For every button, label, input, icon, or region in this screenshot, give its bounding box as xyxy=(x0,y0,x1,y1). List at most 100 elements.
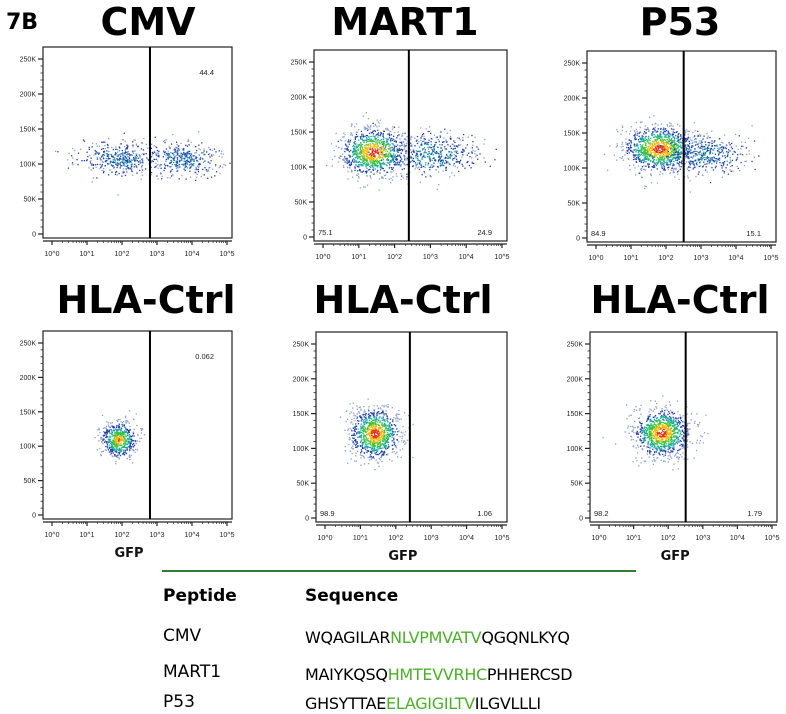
event-dot xyxy=(136,440,138,442)
event-dot xyxy=(635,148,637,151)
event-dot xyxy=(434,142,437,144)
event-dot xyxy=(350,164,353,166)
event-dot xyxy=(140,428,143,430)
event-dot xyxy=(344,429,346,431)
event-dot xyxy=(657,136,660,138)
event-dot xyxy=(664,130,666,133)
event-dot xyxy=(361,171,363,173)
event-dot xyxy=(363,156,365,158)
event-dot xyxy=(369,148,372,150)
event-dot xyxy=(183,168,185,170)
event-dot xyxy=(384,446,386,449)
event-dot xyxy=(364,127,366,130)
event-dot xyxy=(127,438,129,440)
event-dot xyxy=(116,166,118,169)
event-dot xyxy=(721,176,723,178)
event-dot xyxy=(462,165,464,167)
event-dot xyxy=(126,153,129,155)
event-dot xyxy=(202,161,205,163)
event-dot xyxy=(658,142,660,145)
event-dot xyxy=(133,139,135,141)
event-dot xyxy=(103,151,105,153)
event-dot xyxy=(652,166,654,168)
event-dot xyxy=(646,153,648,155)
event-dot xyxy=(160,164,162,166)
event-dot xyxy=(386,159,388,161)
event-dot xyxy=(654,146,657,148)
event-dot xyxy=(339,157,341,159)
event-dot xyxy=(393,149,395,151)
event-dot xyxy=(641,135,643,137)
event-dot xyxy=(358,149,360,151)
event-dot xyxy=(365,148,367,150)
event-dot xyxy=(691,161,693,163)
event-dot xyxy=(156,175,158,177)
event-dot xyxy=(159,165,161,167)
event-dot xyxy=(722,162,725,164)
event-dot xyxy=(673,147,675,149)
event-dot xyxy=(138,153,140,156)
event-dot xyxy=(380,132,382,134)
event-dot xyxy=(378,457,380,460)
event-dot xyxy=(379,167,381,169)
event-dot xyxy=(347,161,349,163)
event-dot xyxy=(108,431,111,433)
event-dot xyxy=(687,137,689,140)
event-dot xyxy=(362,433,365,435)
event-dot xyxy=(692,162,694,164)
event-dot xyxy=(647,148,649,150)
event-dot xyxy=(704,152,707,154)
event-dot xyxy=(176,158,179,160)
event-dot xyxy=(141,174,144,176)
event-dot xyxy=(721,146,723,148)
event-dot xyxy=(445,168,447,170)
event-dot xyxy=(382,167,385,170)
event-dot xyxy=(671,134,673,137)
event-dot xyxy=(133,449,135,451)
event-dot xyxy=(400,165,402,167)
event-dot xyxy=(379,163,381,165)
event-dot xyxy=(645,129,647,131)
event-dot xyxy=(126,449,128,451)
event-dot xyxy=(713,160,715,162)
event-dot xyxy=(393,140,395,142)
event-dot xyxy=(373,448,375,451)
event-dot xyxy=(442,161,444,163)
event-dot xyxy=(740,141,743,143)
event-dot xyxy=(160,167,162,169)
event-dot xyxy=(709,147,711,150)
event-dot xyxy=(384,156,386,158)
event-dot xyxy=(390,155,392,157)
event-dot xyxy=(119,418,121,421)
event-dot xyxy=(115,148,117,150)
event-dot xyxy=(659,156,661,158)
event-dot xyxy=(134,156,137,159)
event-dot xyxy=(369,434,371,436)
event-dot xyxy=(117,452,119,454)
event-dot xyxy=(383,163,385,165)
event-dot xyxy=(642,161,644,164)
event-dot xyxy=(343,136,345,138)
event-dot xyxy=(115,426,118,429)
event-dot xyxy=(687,133,689,136)
event-dot xyxy=(360,163,362,166)
event-dot xyxy=(360,171,362,173)
event-dot xyxy=(121,439,123,442)
event-dot xyxy=(113,425,115,428)
event-dot xyxy=(209,156,211,158)
event-dot xyxy=(650,147,653,150)
event-dot xyxy=(389,139,392,141)
event-dot xyxy=(617,131,619,133)
event-dot xyxy=(339,416,342,418)
event-dot xyxy=(412,157,415,160)
event-dot xyxy=(718,159,720,162)
y-tick-label: 150K xyxy=(20,409,37,416)
event-dot xyxy=(655,147,657,149)
event-dot xyxy=(636,155,639,157)
event-dot xyxy=(645,154,647,156)
event-dot xyxy=(372,447,374,449)
event-dot xyxy=(171,168,173,171)
event-dot xyxy=(401,148,403,150)
event-dot xyxy=(137,161,140,163)
